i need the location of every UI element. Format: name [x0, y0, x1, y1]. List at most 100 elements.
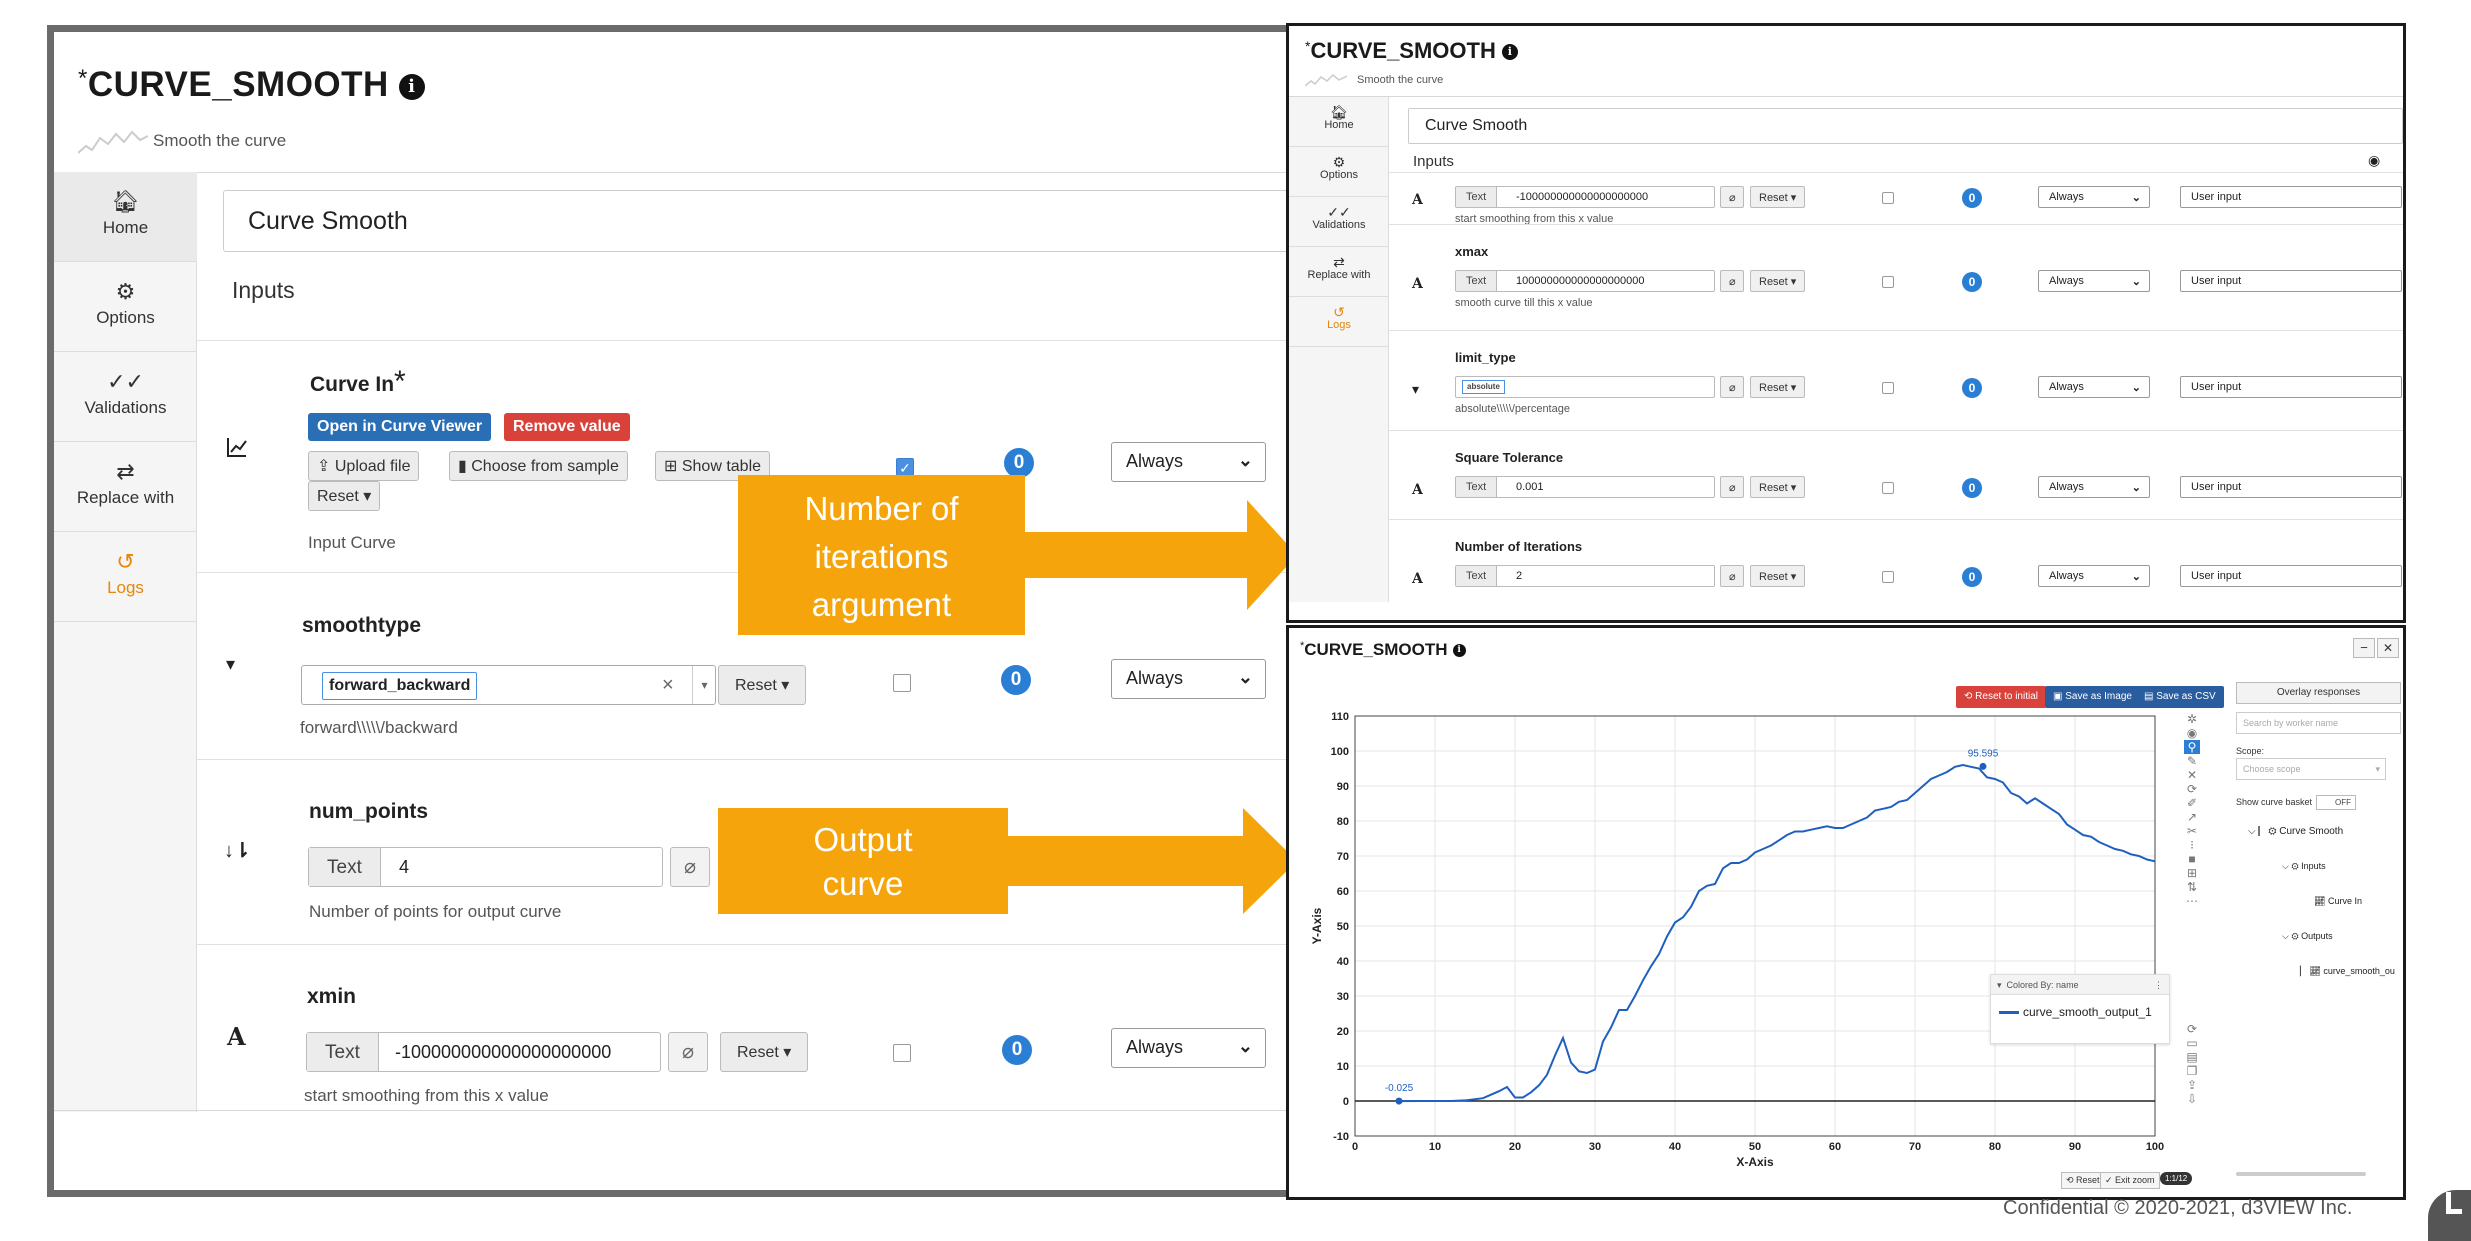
row-checkbox[interactable] — [1882, 571, 1894, 583]
attachment-icon[interactable]: ⌀ — [1720, 270, 1744, 292]
expand-icon[interactable]: ↗ — [2186, 810, 2198, 824]
scope-select[interactable]: Choose scope ▾ — [2236, 758, 2386, 780]
row-always-select[interactable]: Always ⌄ — [2038, 186, 2150, 208]
lock-icon[interactable]: ■ — [2188, 852, 2196, 866]
sidebar-item-logs[interactable]: ↺ Logs — [54, 532, 197, 622]
minimize-button[interactable]: − — [2353, 638, 2375, 658]
upload-file-button[interactable]: ⇪ Upload file — [308, 451, 420, 481]
name-input[interactable]: Curve Smooth — [223, 190, 1290, 252]
name-input[interactable]: Curve Smooth — [1408, 108, 2403, 144]
sync-icon[interactable]: ⟳ — [2186, 1022, 2198, 1036]
row-reset-button[interactable]: Reset ▾ — [1750, 186, 1806, 208]
legend-item-label[interactable]: curve_smooth_output_1 — [2023, 1005, 2152, 1019]
curve-in-reset-button[interactable]: Reset ▾ — [308, 481, 381, 511]
row-reset-button[interactable]: Reset ▾ — [1750, 565, 1806, 587]
xmin-reset-button[interactable]: Reset ▾ — [720, 1032, 809, 1072]
xmin-checkbox[interactable] — [893, 1044, 911, 1062]
settings-icon[interactable]: ✲ — [2186, 712, 2198, 726]
sidebar-item-logs[interactable]: ↺ Logs — [1289, 297, 1389, 347]
attachment-icon[interactable]: ⌀ — [668, 1032, 708, 1072]
row-user-input-select[interactable]: User input — [2180, 270, 2402, 292]
row-checkbox[interactable] — [1882, 382, 1894, 394]
info-icon[interactable]: i — [1501, 44, 1518, 61]
curve-basket-toggle[interactable]: OFF — [2316, 795, 2356, 810]
legend-header[interactable]: ▾ Colored By: name ⋮ — [1991, 975, 2169, 995]
row-user-input-select[interactable]: User input — [2180, 476, 2402, 498]
info-icon[interactable]: i — [1452, 644, 1466, 658]
tree-outputs[interactable]: ⌵ ⚙ Outputs — [2282, 931, 2333, 941]
smoothtype-always-select[interactable]: Always ⌄ — [1111, 659, 1266, 699]
row-text-field[interactable]: Text -100000000000000000000 — [1455, 186, 1715, 208]
row-reset-button[interactable]: Reset ▾ — [1750, 270, 1806, 292]
tree-curve-in[interactable]: 📈︎ Curve In — [2314, 896, 2362, 906]
row-text-field[interactable]: absolute — [1455, 376, 1715, 398]
edit-icon[interactable]: ✐ — [2186, 796, 2198, 810]
row-checkbox[interactable] — [1882, 276, 1894, 288]
smoothtype-chip[interactable]: forward_backward — [322, 672, 478, 700]
tree-inputs[interactable]: ⌵ ⚙ Inputs — [2282, 861, 2326, 871]
row-always-select[interactable]: Always ⌄ — [2038, 565, 2150, 587]
choose-from-sample-button[interactable]: ▮ Choose from sample — [449, 451, 628, 481]
refresh-icon[interactable]: ⟳ — [2186, 782, 2198, 796]
scissors-icon[interactable]: ✂ — [2186, 824, 2198, 838]
crosshair-icon[interactable]: ✕ — [2186, 768, 2198, 782]
smoothtype-checkbox[interactable] — [893, 674, 911, 692]
row-text-field[interactable]: Text 2 — [1455, 565, 1715, 587]
attachment-icon[interactable]: ⌀ — [1720, 565, 1744, 587]
row-user-input-select[interactable]: User input — [2180, 186, 2402, 208]
row-checkbox[interactable] — [1882, 482, 1894, 494]
eye-icon[interactable]: ◉ — [2368, 152, 2381, 168]
xmin-always-select[interactable]: Always ⌄ — [1111, 1028, 1266, 1068]
open-curve-viewer-button[interactable]: Open in Curve Viewer — [308, 413, 492, 441]
row-text-field[interactable]: Text 100000000000000000000 — [1455, 270, 1715, 292]
row-always-select[interactable]: Always ⌄ — [2038, 476, 2150, 498]
num-points-field[interactable]: Text 4 — [308, 847, 663, 887]
save-icon[interactable]: ▭ — [2186, 1036, 2198, 1050]
row-checkbox[interactable] — [1882, 192, 1894, 204]
reset-to-initial-button[interactable]: ⟲ Reset to initial — [1956, 686, 2046, 708]
attachment-icon[interactable]: ⌀ — [670, 847, 710, 887]
tree-root[interactable]: ⌵ ▏⚙ Curve Smooth — [2248, 826, 2344, 837]
sidebar-item-home[interactable]: 🏠︎ Home — [1289, 97, 1389, 147]
curve-chart[interactable]: 0 10 20 30 40 50 60 70 80 90 100-10010203040506070… — [1300, 710, 2180, 1180]
zoom-icon[interactable]: ⚲ — [2184, 740, 2200, 754]
curve-in-checkbox[interactable]: ✓ — [896, 458, 914, 476]
remove-value-button[interactable]: Remove value — [504, 413, 630, 441]
table-icon[interactable]: ⊞ — [2186, 866, 2198, 880]
pen-icon[interactable]: ✎ — [2186, 754, 2198, 768]
attachment-icon[interactable]: ⌀ — [1720, 186, 1744, 208]
row-user-input-select[interactable]: User input — [2180, 376, 2402, 398]
upload-icon[interactable]: ⇪ — [2186, 1078, 2198, 1092]
tree-output[interactable]: ▏ 📈︎ curve_smooth_ou — [2300, 966, 2395, 976]
clear-icon[interactable]: × — [662, 674, 674, 696]
scrollbar[interactable] — [2236, 1172, 2366, 1176]
sidebar-item-validations[interactable]: ✓✓ Validations — [54, 352, 197, 442]
keyboard-icon[interactable]: ▤ — [2186, 1050, 2198, 1064]
chevron-down-icon[interactable]: ▾ — [692, 666, 716, 704]
attachment-icon[interactable]: ⌀ — [1720, 376, 1744, 398]
save-as-csv-button[interactable]: ▤ Save as CSV — [2136, 686, 2224, 708]
download-icon[interactable]: ⇩ — [2186, 1092, 2198, 1106]
smoothtype-reset-button[interactable]: Reset ▾ — [718, 665, 807, 705]
sidebar-item-validations[interactable]: ✓✓ Validations — [1289, 197, 1389, 247]
row-user-input-select[interactable]: User input — [2180, 565, 2402, 587]
row-always-select[interactable]: Always ⌄ — [2038, 376, 2150, 398]
chart-reset-button[interactable]: ⟲ Reset — [2061, 1172, 2105, 1189]
row-reset-button[interactable]: Reset ▾ — [1750, 376, 1806, 398]
attachment-icon[interactable]: ⌀ — [1720, 476, 1744, 498]
show-table-button[interactable]: ⊞ Show table — [655, 451, 771, 481]
sidebar-item-options[interactable]: ⚙ Options — [1289, 147, 1389, 197]
row-reset-button[interactable]: Reset ▾ — [1750, 476, 1806, 498]
row-text-field[interactable]: Text 0.001 — [1455, 476, 1715, 498]
sidebar-item-replace-with[interactable]: ⇄ Replace with — [1289, 247, 1389, 297]
close-button[interactable]: ✕ — [2377, 638, 2399, 658]
save-as-image-button[interactable]: ▣ Save as Image — [2045, 686, 2140, 708]
xmin-field[interactable]: Text -100000000000000000000 — [306, 1032, 661, 1072]
scale-icon[interactable]: ⇅ — [2186, 880, 2198, 894]
sidebar-item-replace-with[interactable]: ⇄ Replace with — [54, 442, 197, 532]
overlay-responses-button[interactable]: Overlay responses — [2236, 682, 2401, 704]
sidebar-item-options[interactable]: ⚙ Options — [54, 262, 197, 352]
eye-icon[interactable]: ◉ — [2186, 726, 2198, 740]
smoothtype-select[interactable]: forward_backward × ▾ — [301, 665, 716, 705]
exit-zoom-button[interactable]: ✓ Exit zoom — [2100, 1172, 2160, 1189]
